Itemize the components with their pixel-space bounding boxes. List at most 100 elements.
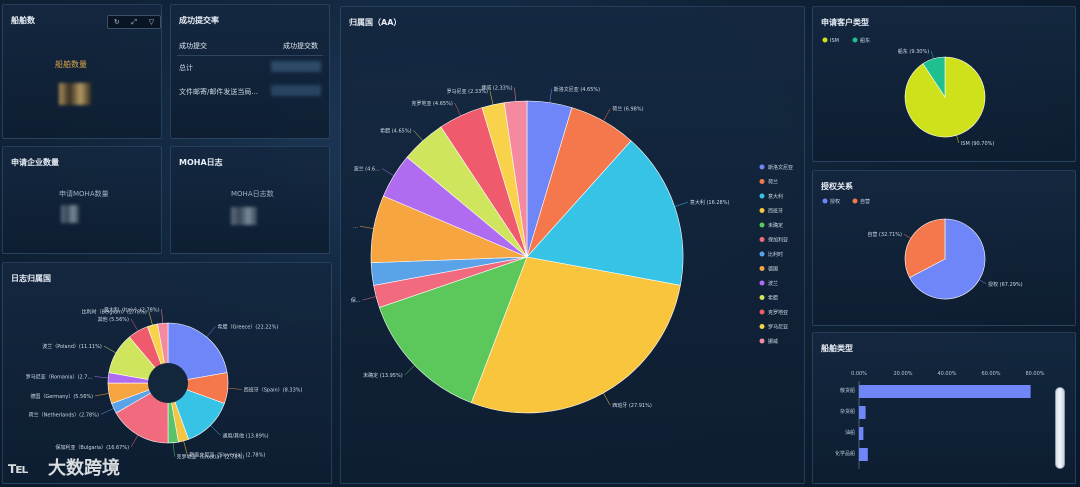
x-tick-label: 40.00% xyxy=(937,371,956,377)
legend-label[interactable]: 克罗地亚 xyxy=(768,309,788,316)
slice-label: 克罗地亚 (4.65%) xyxy=(411,100,452,107)
legend-label[interactable]: 自营 xyxy=(860,198,870,205)
bar[interactable] xyxy=(859,427,864,440)
legend-label[interactable]: 斯洛文尼亚 xyxy=(768,164,793,171)
slice-label: 意大利 (16.28%) xyxy=(690,199,730,206)
legend-label[interactable]: ISM xyxy=(830,38,839,44)
legend-dot xyxy=(759,338,765,344)
donut-hole xyxy=(148,363,188,403)
slice-label: 荷兰 (6.98%) xyxy=(612,106,643,113)
label-leader xyxy=(489,91,494,105)
legend-dot xyxy=(759,324,765,329)
pie-slice[interactable] xyxy=(167,322,228,384)
legend-label[interactable]: 荷兰 xyxy=(768,179,778,186)
legend-label[interactable]: 希腊 xyxy=(768,295,778,302)
legend-dot xyxy=(759,266,765,271)
label-leader xyxy=(404,365,415,376)
category-label: 油船 xyxy=(845,429,855,436)
divider xyxy=(177,55,323,56)
legend-label[interactable]: 授权 xyxy=(830,198,840,205)
x-tick-label: 60.00% xyxy=(981,371,1000,377)
table-row-label: 文件邮寄/邮件发送当局... xyxy=(179,88,259,96)
country-aa-panel: 归属国（AA） 斯洛文尼亚 (4.65%) 荷兰 (6.98%) 意大利 (16.2… xyxy=(340,6,805,484)
bar[interactable] xyxy=(859,406,866,419)
log-dist-chart: 希腊（Greece）(22.22%) 西班牙（Spain）(8.33%) 通用/其他… xyxy=(26,306,303,460)
slice-label: 德国（Germany）(5.56%) xyxy=(30,393,93,400)
label-leader xyxy=(210,425,221,436)
kpi-value-blurred xyxy=(61,205,79,223)
slice-label: 船东 (9.30%) xyxy=(898,48,929,55)
panel-title: 船舶数 xyxy=(11,16,35,25)
legend-label[interactable]: 意大利 xyxy=(768,193,783,200)
slice-label: 斯洛文尼亚（Slovenia）(2.78%) xyxy=(189,451,265,458)
legend-label[interactable]: 保加利亚 xyxy=(768,237,788,244)
panel-title: 船舶类型 xyxy=(821,344,853,353)
ship-count-panel: 船舶数 ↻ ⤢ ▽ 船舶数量 xyxy=(2,4,162,139)
slice-label: 西班牙 (27.91%) xyxy=(612,402,652,409)
svg-text:℡: ℡ xyxy=(8,458,29,477)
slice-label: 波兰（Poland）(11.11%) xyxy=(42,343,102,350)
label-leader xyxy=(130,318,139,332)
pie-slice[interactable] xyxy=(922,56,946,98)
label-leader xyxy=(362,296,377,301)
log-dist-panel: 日志归属国 希腊（Greece）(22.22%) 西班牙（Spain）(8.33%… xyxy=(2,262,332,484)
label-leader xyxy=(603,392,611,406)
legend-label[interactable]: 挪威 xyxy=(768,338,778,345)
label-leader xyxy=(413,130,424,142)
pie-slice[interactable] xyxy=(470,256,681,414)
client-type-panel: 申请客户类型 ISM 船东 ISM (90.70%) 船东 (9.30%) xyxy=(812,6,1076,162)
legend-label[interactable]: 西班牙 xyxy=(768,208,783,215)
pie-slice[interactable] xyxy=(904,218,946,279)
slice-label: 意大利（Italy）(2.78%) xyxy=(104,306,160,313)
pie-slice[interactable] xyxy=(503,100,528,258)
refresh-icon[interactable]: ↻ xyxy=(113,18,120,26)
table-cell-blurred xyxy=(271,61,321,72)
label-leader xyxy=(903,233,911,239)
pie-slice[interactable] xyxy=(379,256,528,404)
label-leader xyxy=(514,87,516,102)
panel-title: 归属国（AA） xyxy=(349,18,402,27)
bar[interactable] xyxy=(859,385,1031,398)
category-label: 杂货船 xyxy=(840,408,855,415)
label-leader xyxy=(930,50,934,59)
slice-label: 波兰 (4.6... xyxy=(354,165,381,172)
legend-label[interactable]: 比利时 xyxy=(768,251,783,258)
legend-dot xyxy=(759,193,765,199)
slice-label: 未确定 (13.95%) xyxy=(363,372,403,379)
label-leader xyxy=(95,393,109,397)
col-header-success: 成功提交 xyxy=(179,42,207,50)
label-leader xyxy=(381,168,394,176)
filter-icon[interactable]: ▽ xyxy=(148,18,155,26)
country-aa-chart: 斯洛文尼亚 (4.65%) 荷兰 (6.98%) 意大利 (16.28%) 西班牙 (… xyxy=(351,84,793,414)
x-tick-label: 20.00% xyxy=(893,371,912,377)
x-tick-label: 80.00% xyxy=(1025,371,1044,377)
legend-label[interactable]: 未确定 xyxy=(768,222,783,229)
bar[interactable] xyxy=(859,448,868,461)
panel-title: MOHA日志 xyxy=(179,158,223,167)
label-leader xyxy=(148,311,153,326)
ship-type-chart: 0.00% 20.00% 40.00% 60.00% 80.00% 散货船杂货船油船化学品… xyxy=(835,371,1045,469)
label-leader xyxy=(103,345,117,354)
legend-label[interactable]: 德国 xyxy=(768,266,778,273)
label-leader xyxy=(161,309,164,324)
legend-dot xyxy=(759,309,765,315)
kpi-label: 申请MOHA数量 xyxy=(59,190,109,198)
auth-panel: 授权关系 授权 自营 授权 (67.29%) 自营 (32.71%) xyxy=(812,170,1076,326)
slice-label: ISM (90.70%) xyxy=(961,141,995,147)
pie-slice[interactable] xyxy=(909,218,986,300)
x-tick-label: 0.00% xyxy=(851,371,867,377)
label-leader xyxy=(173,442,175,457)
legend-label[interactable]: 船东 xyxy=(860,37,870,44)
moha-log-panel: MOHA日志 MOHA日志数 xyxy=(170,146,330,254)
label-leader xyxy=(227,387,242,390)
col-header-success-count: 成功提交数 xyxy=(283,42,318,50)
label-leader xyxy=(359,225,374,229)
expand-icon[interactable]: ⤢ xyxy=(131,17,138,26)
legend-dot xyxy=(852,198,858,204)
scrollbar[interactable] xyxy=(1055,387,1065,469)
legend-label[interactable]: 罗马尼亚 xyxy=(768,324,788,331)
panel-title: 授权关系 xyxy=(821,182,853,191)
slice-label: 保... xyxy=(351,297,361,304)
legend-label[interactable]: 波兰 xyxy=(768,280,778,287)
kpi-label: MOHA日志数 xyxy=(231,190,274,198)
